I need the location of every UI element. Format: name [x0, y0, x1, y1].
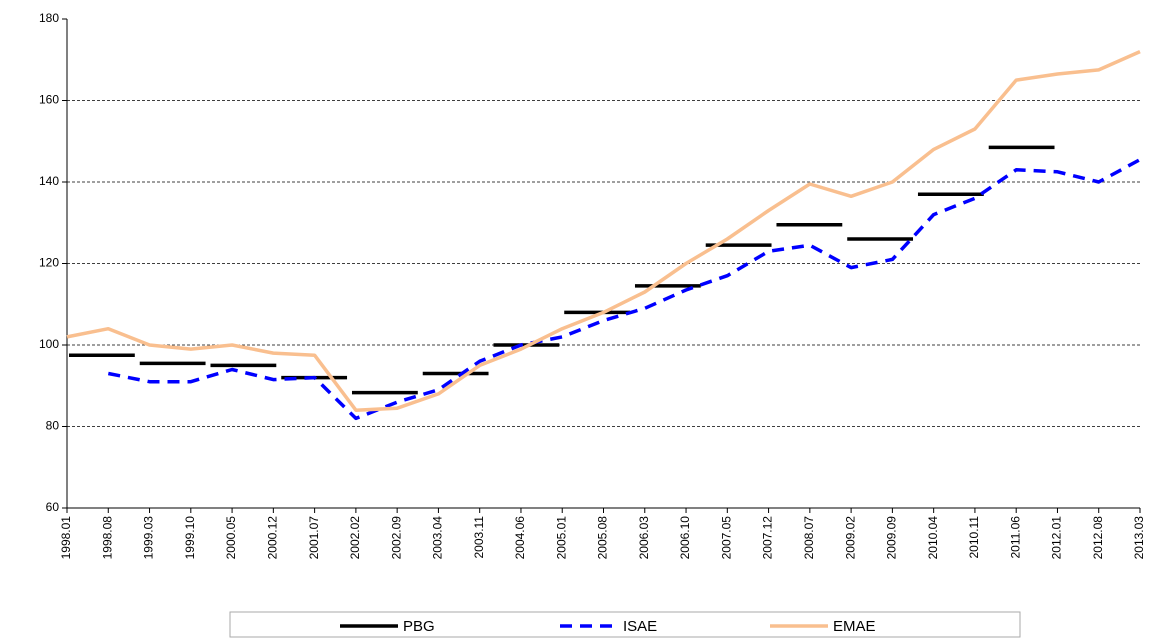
y-tick-label: 80: [46, 419, 60, 433]
legend-label: EMAE: [833, 618, 876, 635]
x-tick-label: 2006.10: [678, 516, 692, 560]
x-tick-label: 2000.05: [224, 516, 238, 560]
y-tick-label: 60: [46, 500, 60, 514]
x-tick-label: 2003.04: [431, 516, 445, 560]
x-tick-label: 1998.01: [59, 516, 73, 560]
x-tick-label: 2011.06: [1008, 516, 1022, 559]
x-tick-label: 2010.04: [926, 516, 940, 560]
x-tick-label: 2001.07: [307, 516, 321, 560]
series-line: [107, 158, 1141, 421]
x-tick-label: 2012.01: [1050, 516, 1064, 560]
legend-label: ISAE: [623, 618, 657, 635]
x-tick-label: 2002.09: [389, 516, 403, 560]
x-tick-label: 2009.02: [843, 516, 857, 560]
x-tick-label: 2007.12: [761, 516, 775, 560]
x-tick-label: 2004.06: [513, 516, 527, 560]
x-tick-label: 2012.08: [1091, 516, 1105, 560]
series-line: [66, 50, 1141, 412]
y-tick-label: 160: [39, 93, 59, 107]
y-tick-label: 100: [39, 337, 59, 351]
x-tick-label: 1999.10: [183, 516, 197, 560]
x-tick-label: 2003.11: [472, 516, 486, 559]
x-tick-label: 1998.08: [100, 516, 114, 560]
y-tick-label: 180: [39, 11, 59, 25]
x-tick-label: 2005.01: [554, 516, 568, 560]
x-tick-label: 2008.07: [802, 516, 816, 560]
x-tick-label: 2006.03: [637, 516, 651, 560]
x-tick-label: 2009.09: [885, 516, 899, 560]
x-tick-label: 2010.11: [967, 516, 981, 559]
x-tick-label: 2005.08: [596, 516, 610, 560]
legend-label: PBG: [403, 618, 435, 635]
y-tick-label: 140: [39, 174, 59, 188]
x-tick-label: 1999.03: [142, 516, 156, 560]
y-tick-label: 120: [39, 256, 59, 270]
x-tick-label: 2002.02: [348, 516, 362, 560]
x-tick-label: 2007.05: [719, 516, 733, 560]
x-tick-label: 2013.03: [1132, 516, 1146, 560]
x-tick-label: 2000.12: [266, 516, 280, 560]
